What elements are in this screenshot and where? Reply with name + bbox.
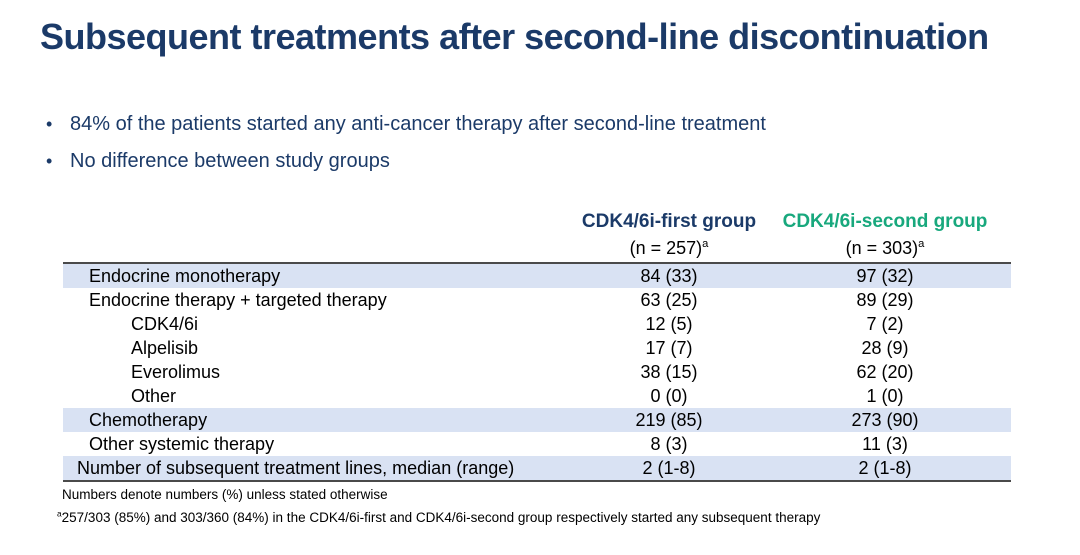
column-header-cdk46i-second: CDK4/6i-second group: [782, 211, 988, 232]
row-value-first-group: 17 (7): [645, 338, 693, 358]
row-label: Endocrine therapy + targeted therapy: [89, 290, 387, 310]
row-label: Alpelisib: [131, 338, 199, 358]
row-value-second-group: 89 (29): [856, 290, 914, 310]
list-item: • No difference between study groups: [46, 143, 766, 180]
footnote-marker: a: [918, 238, 925, 250]
row-spacer: [994, 288, 1011, 312]
row-spacer: [994, 336, 1011, 360]
n-label: (n = 303): [845, 238, 919, 258]
row-value-second-group: 1 (0): [866, 386, 904, 406]
row-value-second-group: 97 (32): [856, 266, 914, 286]
table-header: CDK4/6i-first group (n = 257)a CDK4/6i-s…: [63, 209, 1011, 262]
table-row: CDK4/6i 12 (5) 7 (2): [63, 312, 1011, 336]
row-spacer: [994, 408, 1011, 432]
table-row: Alpelisib 17 (7) 28 (9): [63, 336, 1011, 360]
row-label: Endocrine monotherapy: [89, 266, 281, 286]
table-row: Everolimus 38 (15) 62 (20): [63, 360, 1011, 384]
row-spacer: [994, 432, 1011, 456]
column-n-first: (n = 257)a: [562, 235, 776, 262]
bullet-icon: •: [46, 151, 53, 171]
column-header-cdk46i-first: CDK4/6i-first group: [581, 211, 757, 232]
row-value-first-group: 84 (33): [640, 266, 698, 286]
row-value-first-group: 219 (85): [635, 410, 703, 430]
footnote-detail-text: 257/303 (85%) and 303/360 (84%) in the C…: [61, 510, 821, 525]
treatments-table: CDK4/6i-first group (n = 257)a CDK4/6i-s…: [63, 209, 1011, 482]
table-row: Other 0 (0) 1 (0): [63, 384, 1011, 408]
table-row: Chemotherapy 219 (85) 273 (90): [63, 408, 1011, 432]
footnote-marker: a: [57, 508, 62, 519]
page-title: Subsequent treatments after second-line …: [40, 16, 989, 57]
row-value-second-group: 11 (3): [862, 434, 908, 454]
row-value-second-group: 28 (9): [861, 338, 909, 358]
row-value-second-group: 62 (20): [856, 362, 914, 382]
row-label: Chemotherapy: [89, 410, 208, 430]
row-value-first-group: 38 (15): [640, 362, 698, 382]
row-label: Everolimus: [131, 362, 221, 382]
list-item: • 84% of the patients started any anti-c…: [46, 106, 766, 143]
row-value-second-group: 2 (1-8): [858, 458, 912, 478]
footnote-general: Numbers denote numbers (%) unless stated…: [62, 487, 388, 502]
bullet-icon: •: [46, 114, 53, 134]
row-spacer: [994, 360, 1011, 384]
bullet-list: • 84% of the patients started any anti-c…: [46, 106, 766, 180]
header-spacer: [994, 209, 1011, 262]
row-label: Number of subsequent treatment lines, me…: [77, 458, 515, 478]
row-spacer: [994, 384, 1011, 408]
row-spacer: [994, 456, 1011, 480]
row-value-first-group: 8 (3): [650, 434, 688, 454]
header-second-group: CDK4/6i-second group (n = 303)a: [776, 209, 994, 262]
row-value-first-group: 63 (25): [640, 290, 698, 310]
row-label: CDK4/6i: [131, 314, 199, 334]
footnote-marker: a: [702, 238, 709, 250]
table-row: Endocrine monotherapy 84 (33) 97 (32): [63, 264, 1011, 288]
bullet-text: 84% of the patients started any anti-can…: [70, 113, 766, 135]
row-label: Other: [131, 386, 177, 406]
header-first-group: CDK4/6i-first group (n = 257)a: [562, 209, 776, 262]
n-label: (n = 257): [629, 238, 703, 258]
row-label: Other systemic therapy: [89, 434, 275, 454]
row-spacer: [994, 312, 1011, 336]
column-n-second: (n = 303)a: [776, 235, 994, 262]
row-value-first-group: 2 (1-8): [642, 458, 696, 478]
table-row: Endocrine therapy + targeted therapy 63 …: [63, 288, 1011, 312]
row-value-first-group: 0 (0): [650, 386, 688, 406]
footnote-detail: a257/303 (85%) and 303/360 (84%) in the …: [57, 508, 821, 525]
row-value-second-group: 7 (2): [866, 314, 904, 334]
bullet-text: No difference between study groups: [70, 150, 390, 172]
table-body: Endocrine monotherapy 84 (33) 97 (32) En…: [63, 262, 1011, 482]
table-row: Number of subsequent treatment lines, me…: [63, 456, 1011, 480]
row-spacer: [994, 264, 1011, 288]
header-empty-cell: [63, 209, 562, 262]
row-value-second-group: 273 (90): [851, 410, 919, 430]
table-row: Other systemic therapy 8 (3) 11 (3): [63, 432, 1011, 456]
row-value-first-group: 12 (5): [645, 314, 693, 334]
